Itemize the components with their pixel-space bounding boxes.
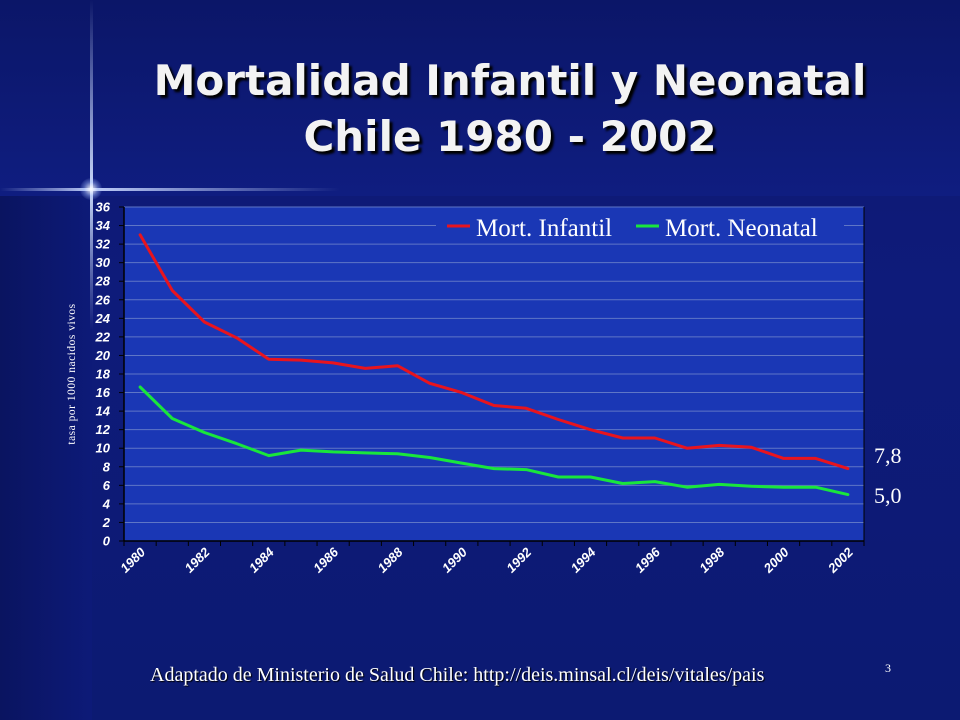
series-line-mort-neonatal: [138, 385, 850, 497]
y-tick-label: 26: [95, 292, 111, 307]
y-tick-label: 28: [95, 274, 111, 289]
x-tick-label: 1988: [375, 544, 407, 576]
y-tick-label: 36: [96, 200, 111, 215]
y-tick-label: 14: [96, 404, 111, 419]
end-label-neonatal: 5,0: [874, 483, 902, 508]
x-tick-labels: 1980 1982 1984 1986 1988 1990 1992 1994 1996 1998…: [117, 544, 856, 576]
y-axis-title: tasa por 1000 nacidos vivos: [66, 303, 78, 444]
x-tick-label: 1986: [310, 544, 342, 576]
top-decorative-band: [0, 0, 960, 196]
y-tick-label: 24: [95, 311, 111, 326]
legend-item-neonatal-label: Mort. Neonatal: [665, 215, 818, 242]
y-tick-label: 32: [96, 237, 111, 252]
y-tick-label: 8: [103, 459, 111, 474]
slide-title-line-1: Mortalidad Infantil y Neonatal: [153, 56, 867, 105]
y-tick-label: 22: [95, 329, 111, 344]
y-tick-label: 12: [96, 422, 111, 437]
x-tick-label: 1982: [181, 544, 213, 576]
y-tick-label: 30: [96, 255, 111, 270]
x-tick-label: 1980: [117, 544, 149, 576]
y-tick-label: 0: [103, 534, 111, 549]
x-tick-label: 1996: [632, 544, 664, 576]
x-tick-label: 1992: [503, 544, 535, 576]
y-tick-label: 10: [96, 441, 111, 456]
legend-item-infantil-label: Mort. Infantil: [476, 215, 612, 242]
axis-ticks: [119, 206, 865, 546]
source-citation: Adaptado de Ministerio de Salud Chile: h…: [150, 664, 765, 686]
y-tick-label: 34: [96, 218, 111, 233]
x-tick-label: 1998: [696, 544, 728, 576]
data-series: [138, 233, 850, 497]
series-line-mort-infantil: [138, 233, 850, 471]
x-tick-label: 1990: [439, 544, 471, 576]
y-tick-label: 18: [96, 367, 111, 382]
end-value-labels: 7,8 5,0: [874, 443, 902, 508]
light-flare-center: [80, 178, 102, 200]
x-tick-label: 1994: [568, 544, 600, 576]
y-tick-label: 2: [102, 515, 111, 530]
y-tick-label: 16: [96, 385, 111, 400]
light-flare-horizontal: [0, 188, 340, 191]
gridlines: [124, 206, 864, 523]
y-tick-label: 4: [102, 496, 111, 511]
x-tick-label: 2000: [760, 544, 792, 576]
legend: Mort. Infantil Mort. Neonatal: [436, 208, 844, 242]
y-tick-label: 6: [103, 478, 111, 493]
light-flare-vertical: [90, 0, 93, 330]
end-label-infantil: 7,8: [874, 443, 902, 468]
x-tick-label: 1984: [246, 544, 278, 576]
slide-title-line-2: Chile 1980 - 2002: [303, 112, 717, 161]
y-tick-label: 20: [95, 348, 111, 363]
x-tick-label: 2002: [824, 544, 856, 576]
page-number: 3: [885, 661, 891, 675]
